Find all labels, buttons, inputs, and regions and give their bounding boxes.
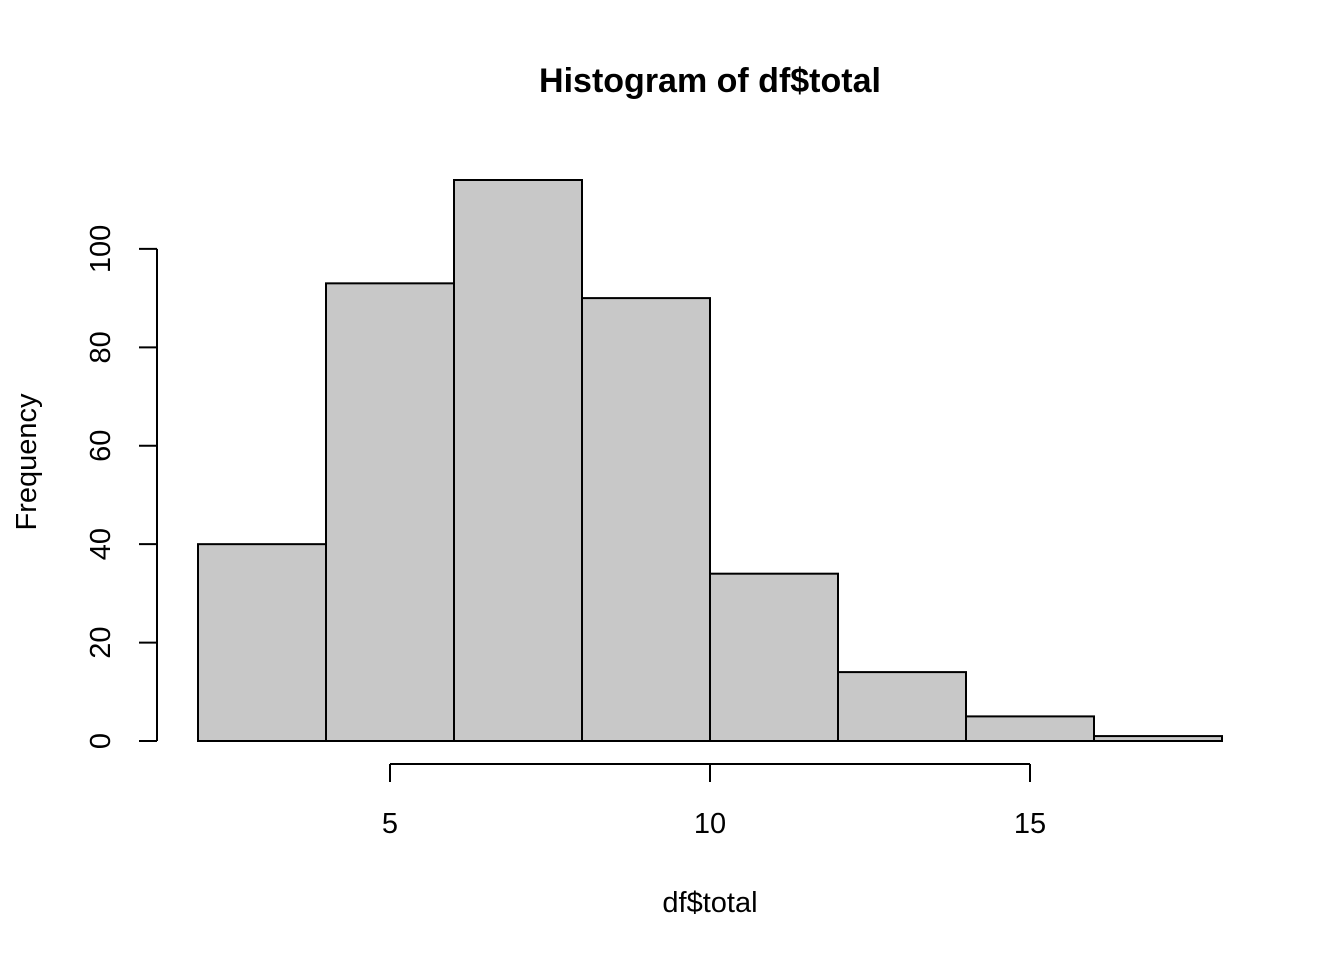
chart-title: Histogram of df$total — [539, 62, 881, 100]
x-tick-label-5: 5 — [382, 808, 398, 840]
y-tick-label-80: 80 — [85, 331, 117, 363]
y-axis: 0 20 40 60 80 100 — [85, 225, 158, 749]
histogram-bar-5 — [709, 572, 839, 742]
y-axis-label: Frequency — [11, 393, 43, 531]
x-tick-label-15: 15 — [1014, 808, 1046, 840]
x-axis-label: df$total — [662, 887, 757, 919]
histogram-bar-3 — [453, 179, 583, 742]
histogram-bar-4 — [581, 297, 711, 742]
y-tick-label-0: 0 — [85, 733, 117, 749]
histogram-bar-8 — [1093, 735, 1223, 742]
y-tick-label-100: 100 — [85, 225, 117, 273]
y-tick-label-60: 60 — [85, 430, 117, 462]
histogram-bar-7 — [965, 715, 1095, 742]
bars-group — [197, 179, 1223, 743]
histogram-bar-1 — [197, 543, 327, 742]
histogram-bar-2 — [325, 282, 455, 742]
histogram-bar-6 — [837, 671, 967, 743]
y-tick-label-40: 40 — [85, 528, 117, 560]
y-tick-label-20: 20 — [85, 626, 117, 658]
x-tick-label-10: 10 — [694, 808, 726, 840]
x-axis: 5 10 15 — [382, 763, 1046, 840]
